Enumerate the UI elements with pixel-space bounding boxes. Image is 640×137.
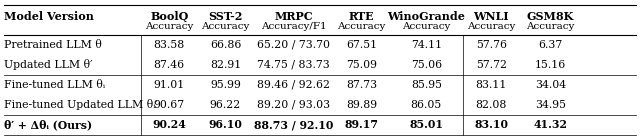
Text: 83.10: 83.10 xyxy=(474,119,508,130)
Text: Accuracy: Accuracy xyxy=(402,22,451,31)
Text: 66.86: 66.86 xyxy=(210,40,241,50)
Text: MRPC: MRPC xyxy=(274,11,313,22)
Text: 89.17: 89.17 xyxy=(344,119,378,130)
Text: 87.73: 87.73 xyxy=(346,80,377,90)
Text: Model Version: Model Version xyxy=(4,11,94,22)
Text: 87.46: 87.46 xyxy=(154,60,185,70)
Text: Updated LLM θ′: Updated LLM θ′ xyxy=(4,59,93,70)
Text: 67.51: 67.51 xyxy=(346,40,377,50)
Text: θ′ + Δθᵢ (Ours): θ′ + Δθᵢ (Ours) xyxy=(4,119,92,130)
Text: GSM8K: GSM8K xyxy=(527,11,574,22)
Text: 34.04: 34.04 xyxy=(535,80,566,90)
Text: 89.89: 89.89 xyxy=(346,100,377,110)
Text: 83.58: 83.58 xyxy=(154,40,185,50)
Text: SST-2: SST-2 xyxy=(208,11,243,22)
Text: Accuracy: Accuracy xyxy=(202,22,250,31)
Text: Accuracy: Accuracy xyxy=(145,22,193,31)
Text: 91.01: 91.01 xyxy=(154,80,185,90)
Text: 86.05: 86.05 xyxy=(411,100,442,110)
Text: 96.22: 96.22 xyxy=(210,100,241,110)
Text: 82.91: 82.91 xyxy=(210,60,241,70)
Text: 90.24: 90.24 xyxy=(152,119,186,130)
Text: WNLI: WNLI xyxy=(474,11,509,22)
Text: 82.08: 82.08 xyxy=(476,100,507,110)
Text: 90.67: 90.67 xyxy=(154,100,185,110)
Text: 83.11: 83.11 xyxy=(476,80,507,90)
Text: 6.37: 6.37 xyxy=(538,40,563,50)
Text: 85.01: 85.01 xyxy=(410,119,444,130)
Text: Accuracy: Accuracy xyxy=(467,22,515,31)
Text: 85.95: 85.95 xyxy=(411,80,442,90)
Text: 74.75 / 83.73: 74.75 / 83.73 xyxy=(257,60,330,70)
Text: Accuracy: Accuracy xyxy=(526,22,575,31)
Text: 57.72: 57.72 xyxy=(476,60,507,70)
Text: WinoGrande: WinoGrande xyxy=(387,11,465,22)
Text: 41.32: 41.32 xyxy=(534,119,568,130)
Text: 75.09: 75.09 xyxy=(346,60,377,70)
Text: Accuracy/F1: Accuracy/F1 xyxy=(260,22,326,31)
Text: RTE: RTE xyxy=(349,11,374,22)
Text: 89.46 / 92.62: 89.46 / 92.62 xyxy=(257,80,330,90)
Text: 15.16: 15.16 xyxy=(535,60,566,70)
Text: 65.20 / 73.70: 65.20 / 73.70 xyxy=(257,40,330,50)
Text: 34.95: 34.95 xyxy=(535,100,566,110)
Text: Accuracy: Accuracy xyxy=(337,22,386,31)
Text: 96.10: 96.10 xyxy=(209,119,243,130)
Text: 89.20 / 93.03: 89.20 / 93.03 xyxy=(257,100,330,110)
Text: Fine-tuned LLM θᵢ: Fine-tuned LLM θᵢ xyxy=(4,80,105,90)
Text: 75.06: 75.06 xyxy=(411,60,442,70)
Text: 74.11: 74.11 xyxy=(411,40,442,50)
Text: BoolQ: BoolQ xyxy=(150,11,188,22)
Text: Pretrained LLM θ: Pretrained LLM θ xyxy=(4,40,102,50)
Text: Fine-tuned Updated LLM θᵢ′: Fine-tuned Updated LLM θᵢ′ xyxy=(4,99,158,110)
Text: 57.76: 57.76 xyxy=(476,40,507,50)
Text: 95.99: 95.99 xyxy=(210,80,241,90)
Text: 88.73 / 92.10: 88.73 / 92.10 xyxy=(254,119,333,130)
